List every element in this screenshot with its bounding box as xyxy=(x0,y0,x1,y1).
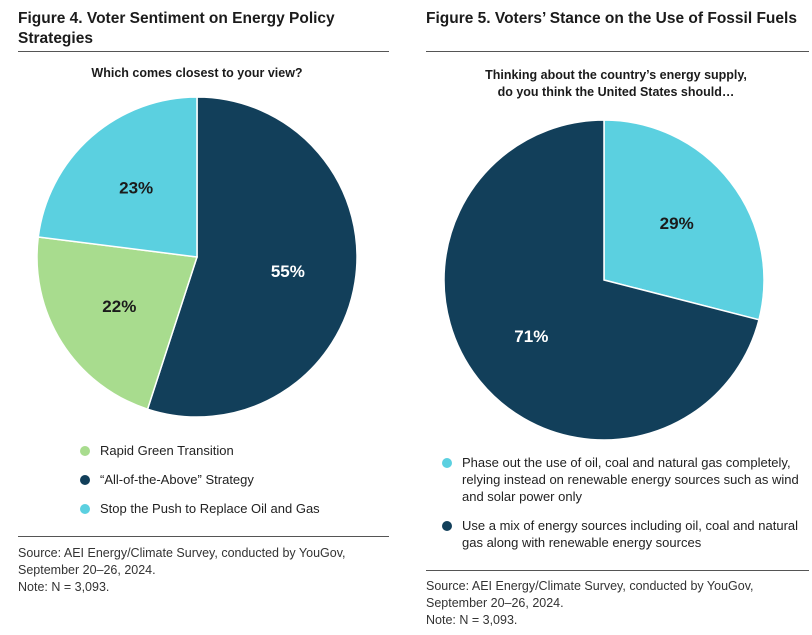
figure-4-legend: Rapid Green Transition “All-of-the-Above… xyxy=(80,442,380,529)
figure-5-panel: Figure 5. Voters’ Stance on the Use of F… xyxy=(424,0,812,635)
legend-item-phase-out: Phase out the use of oil, coal and natur… xyxy=(442,454,812,505)
pie-slice-label: 23% xyxy=(119,178,153,197)
pie-slice xyxy=(146,96,358,418)
note-line: Note: N = 3,093. xyxy=(18,580,110,594)
legend-label: Use a mix of energy sources including oi… xyxy=(462,518,799,550)
figure-4-panel: Figure 4. Voter Sentiment on Energy Poli… xyxy=(0,0,390,635)
figure-5-subtitle: Thinking about the country’s energy supp… xyxy=(426,67,806,101)
pie-slice xyxy=(603,119,765,321)
pie-slice-label: 71% xyxy=(514,327,548,346)
pie-slice xyxy=(37,96,198,258)
title-divider xyxy=(426,51,809,52)
figure-5-legend: Phase out the use of oil, coal and natur… xyxy=(442,454,812,563)
figure-4-pie-chart: 55% 22% 23% xyxy=(36,96,358,418)
legend-swatch xyxy=(80,475,90,485)
source-line: September 20–26, 2024. xyxy=(18,563,156,577)
source-divider xyxy=(426,570,809,571)
legend-swatch xyxy=(80,504,90,514)
figure-5-pie-chart: 29% 71% xyxy=(443,119,765,441)
subtitle-line: do you think the United States should… xyxy=(497,85,735,99)
legend-label: Stop the Push to Replace Oil and Gas xyxy=(100,501,320,516)
source-line: September 20–26, 2024. xyxy=(426,596,564,610)
legend-label: Phase out the use of oil, coal and natur… xyxy=(462,455,799,504)
source-divider xyxy=(18,536,389,537)
source-line: Source: AEI Energy/Climate Survey, condu… xyxy=(18,546,346,560)
legend-item-rapid-green: Rapid Green Transition xyxy=(80,442,380,459)
subtitle-line: Thinking about the country’s energy supp… xyxy=(485,68,747,82)
legend-item-all-of-the-above: “All-of-the-Above” Strategy xyxy=(80,471,380,488)
source-line: Source: AEI Energy/Climate Survey, condu… xyxy=(426,579,754,593)
pie-slice-label: 29% xyxy=(660,214,694,233)
legend-label: Rapid Green Transition xyxy=(100,443,234,458)
legend-swatch xyxy=(80,446,90,456)
note-line: Note: N = 3,093. xyxy=(426,613,518,627)
legend-label: “All-of-the-Above” Strategy xyxy=(100,472,254,487)
legend-item-stop-the-push: Stop the Push to Replace Oil and Gas xyxy=(80,500,380,517)
figure-5-title: Figure 5. Voters’ Stance on the Use of F… xyxy=(426,10,797,27)
figure-5-source: Source: AEI Energy/Climate Survey, condu… xyxy=(426,578,806,629)
legend-item-energy-mix: Use a mix of energy sources including oi… xyxy=(442,517,812,551)
legend-swatch xyxy=(442,521,452,531)
figure-4-title: Figure 4. Voter Sentiment on Energy Poli… xyxy=(18,10,335,47)
title-divider xyxy=(18,51,389,52)
pie-slice xyxy=(443,119,760,441)
pie-slice-label: 22% xyxy=(102,297,136,316)
figure-4-subtitle: Which comes closest to your view? xyxy=(91,66,303,80)
figure-4-source: Source: AEI Energy/Climate Survey, condu… xyxy=(18,545,388,596)
pie-slice-label: 55% xyxy=(271,262,305,281)
legend-swatch xyxy=(442,458,452,468)
pie-slice xyxy=(36,236,198,411)
